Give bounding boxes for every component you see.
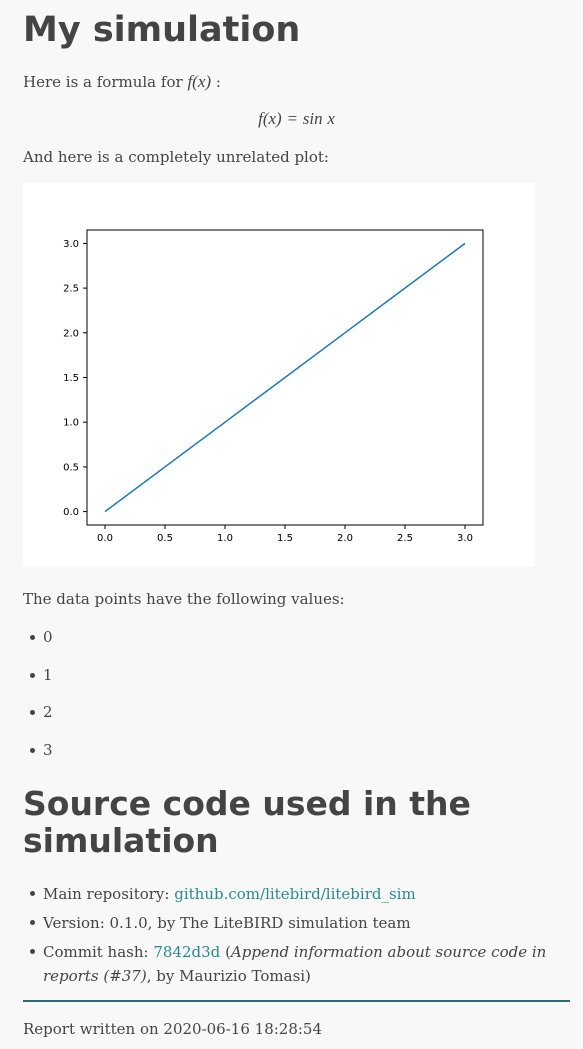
x-tick-label: 0.0 — [97, 533, 113, 544]
commit-author: , by Maurizio Tomasi) — [146, 967, 311, 985]
inline-math: f(x) — [187, 72, 212, 91]
x-tick-label: 2.5 — [397, 533, 413, 544]
section-title-source: Source code used in the simulation — [23, 784, 471, 860]
intro-suffix: : — [215, 73, 221, 91]
list-item-version: Version: 0.1.0, by The LiteBIRD simulati… — [23, 911, 553, 935]
commit-paren-open: ( — [225, 943, 231, 961]
y-tick-label: 1.0 — [63, 418, 79, 429]
y-tick-label: 2.5 — [63, 284, 79, 295]
report-footer: Report written on 2020-06-16 18:28:54 — [23, 1020, 323, 1038]
y-tick-label: 3.0 — [63, 239, 79, 250]
value-list-item: 1 — [23, 664, 53, 702]
intro-paragraph: Here is a formula for f(x) : — [23, 72, 221, 92]
commit-message: Append information about source code in … — [43, 943, 547, 985]
version-text: Version: 0.1.0, by The LiteBIRD simulati… — [43, 914, 411, 932]
formula-equals: = — [286, 109, 298, 128]
commit-label: Commit hash: — [43, 943, 149, 961]
formula-lhs: f(x) — [258, 109, 282, 128]
plot-figure: 0.0 0.5 1.0 1.5 2.0 2.5 3.0 0.0 0.5 1.0 1.5 2.0 2.5 3… — [23, 183, 535, 567]
intro-text: Here is a formula for — [23, 73, 183, 91]
list-item-commit: Commit hash: 7842d3d (Append information… — [23, 940, 553, 988]
x-tick-label: 1.5 — [277, 533, 293, 544]
x-tick-label: 2.0 — [337, 533, 353, 544]
display-formula: f(x) = sin x — [23, 107, 570, 131]
commit-hash-link[interactable]: 7842d3d — [153, 943, 221, 961]
repo-label: Main repository: — [43, 885, 170, 903]
source-info-list: Main repository: github.com/litebird/lit… — [23, 882, 553, 993]
value-list-item: 3 — [23, 739, 53, 777]
values-intro: The data points have the following value… — [23, 590, 345, 608]
x-tick-label: 1.0 — [217, 533, 233, 544]
x-tick-label: 3.0 — [457, 533, 473, 544]
x-tick-label: 0.5 — [157, 533, 173, 544]
y-tick-label: 0.5 — [63, 462, 79, 473]
y-tick-label: 0.0 — [63, 507, 79, 518]
formula-argument: x — [327, 109, 335, 128]
value-list-item: 2 — [23, 701, 53, 739]
page-title: My simulation — [23, 10, 301, 50]
repository-link[interactable]: github.com/litebird/litebird_sim — [174, 885, 416, 903]
line-chart: 0.0 0.5 1.0 1.5 2.0 2.5 3.0 0.0 0.5 1.0 1.5 2.0 2.5 3… — [63, 229, 484, 544]
series-line — [104, 242, 466, 513]
y-tick-label: 2.0 — [63, 328, 79, 339]
list-item-repository: Main repository: github.com/litebird/lit… — [23, 882, 553, 906]
value-list-item: 0 — [23, 626, 53, 664]
plot-intro: And here is a completely unrelated plot: — [23, 148, 329, 166]
footer-divider — [23, 1000, 570, 1002]
formula-function: sin — [302, 109, 323, 128]
y-tick-label: 1.5 — [63, 373, 79, 384]
